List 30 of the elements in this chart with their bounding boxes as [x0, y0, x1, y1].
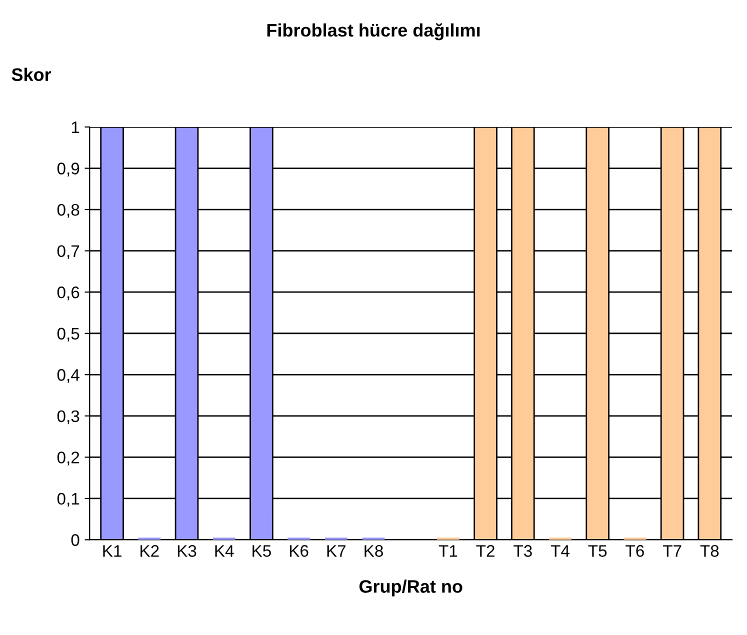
- x-tick-label: T4: [550, 545, 570, 557]
- y-tick-label: 0,6: [57, 286, 80, 300]
- x-tick-label: T1: [438, 545, 458, 557]
- x-tick-label: T7: [662, 545, 682, 557]
- x-tick-label: T6: [626, 545, 644, 557]
- x-tick-label: K6: [290, 545, 308, 557]
- x-tick-label: T2: [476, 545, 494, 557]
- y-tick-label: 0: [71, 534, 80, 546]
- x-tick-label: K4: [215, 545, 234, 557]
- x-tick-label: T3: [514, 545, 532, 557]
- y-tick-label: 0,7: [57, 245, 80, 259]
- y-tick-label: 0,9: [57, 162, 80, 176]
- chart-title: Fibroblast hücre dağılımı: [267, 23, 480, 40]
- y-tick-label: 1: [72, 122, 80, 134]
- x-tick-label: K1: [103, 545, 122, 557]
- y-axis-title: Skor: [12, 68, 52, 82]
- x-tick-label: K7: [327, 545, 346, 557]
- x-axis-title: Grup/Rat no: [359, 580, 462, 596]
- x-tick-label: K8: [364, 545, 383, 557]
- y-tick-label: 0,1: [57, 492, 80, 507]
- x-tick-label: K3: [178, 545, 196, 557]
- y-tick-label: 0,4: [57, 369, 80, 383]
- x-tick-label: T5: [588, 545, 607, 557]
- x-tick-label: K5: [252, 545, 271, 557]
- y-tick-label: 0,3: [57, 410, 80, 424]
- x-tick-label: K2: [140, 545, 159, 557]
- y-tick-label: 0,5: [57, 328, 80, 342]
- x-tick-label: T8: [700, 545, 719, 557]
- y-tick-label: 0,2: [57, 452, 80, 466]
- y-tick-label: 0,8: [57, 204, 80, 218]
